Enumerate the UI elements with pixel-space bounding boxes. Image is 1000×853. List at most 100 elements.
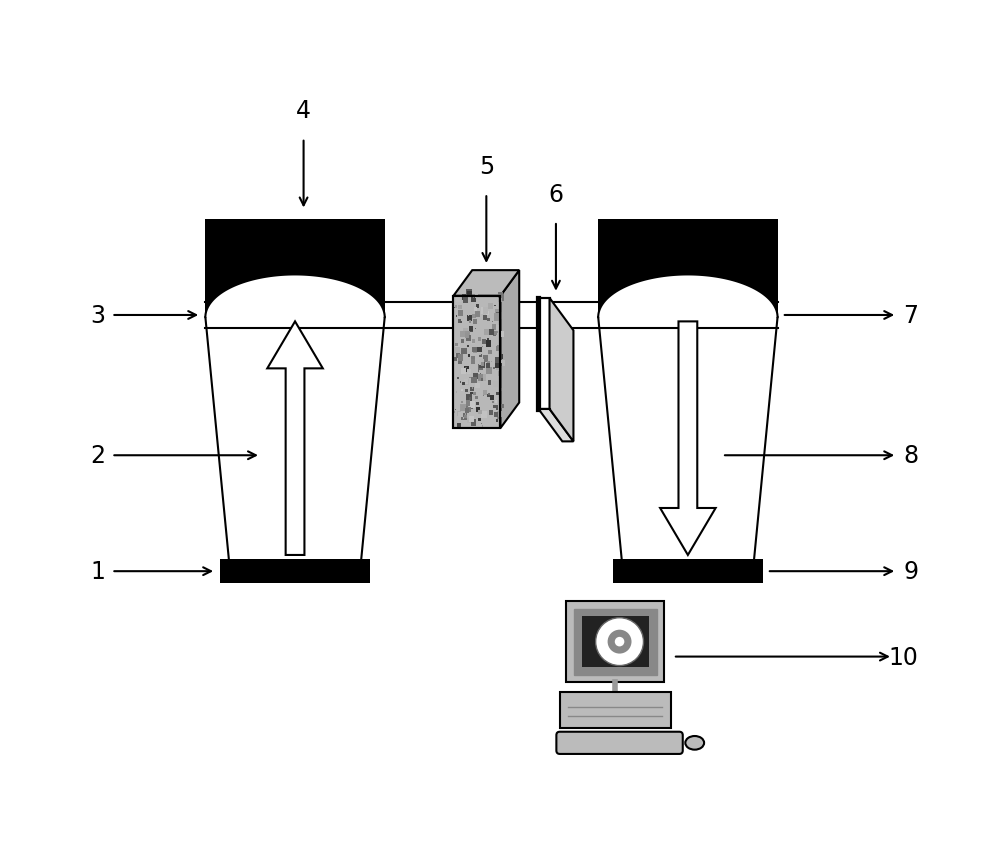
Bar [470,387,474,392]
Circle shape [615,637,624,647]
Bar [560,693,671,728]
Bar [457,412,461,416]
Bar [462,294,467,300]
Bar [493,333,496,337]
Bar [469,404,473,409]
Text: 8: 8 [903,444,918,467]
Bar [488,330,491,334]
Bar [480,374,486,381]
Bar [495,363,499,368]
Bar [460,404,466,411]
Bar [582,617,649,667]
Bar [473,349,477,353]
Bar [496,345,501,351]
Bar [461,405,465,410]
Polygon shape [453,271,519,297]
Bar [461,339,464,343]
Bar [465,390,468,393]
Bar [478,365,483,371]
Bar [497,417,499,420]
Bar [474,308,477,311]
Bar [493,405,498,410]
Bar [479,354,481,356]
Bar [460,332,465,338]
Bar [467,292,472,297]
Bar [472,387,473,389]
Bar [469,321,471,323]
Bar [483,356,488,363]
Bar [465,368,467,369]
Circle shape [596,618,643,665]
Bar [493,382,498,388]
Bar [469,401,475,408]
Bar [487,339,489,341]
Bar [492,402,494,404]
Bar [483,308,488,315]
Bar [475,383,480,389]
Bar [499,388,502,391]
Bar [489,370,491,373]
Bar [488,393,490,396]
Bar [483,396,484,397]
Bar [457,377,459,380]
Bar [458,319,461,324]
Bar [499,376,501,379]
Bar [492,325,496,330]
Bar [496,313,502,320]
Bar [456,316,457,317]
Bar [458,412,463,417]
Bar [499,316,501,318]
Bar [486,312,489,315]
Bar [489,329,494,335]
Bar [458,310,463,316]
Bar [478,419,481,421]
Bar [495,310,501,316]
Bar [496,368,499,370]
Bar [466,290,472,297]
Bar [475,396,478,400]
Text: 2: 2 [90,444,105,467]
Bar [454,357,457,361]
Bar [458,360,462,365]
Bar [486,340,491,347]
Bar [488,381,491,386]
Bar [467,345,469,348]
Bar [205,219,385,317]
Bar [484,330,489,336]
Bar [488,351,492,355]
Bar [497,332,498,334]
Bar [538,299,550,409]
Bar [461,390,463,392]
Text: 6: 6 [548,183,563,206]
Bar [480,374,481,375]
Bar [495,401,497,403]
Bar [473,297,474,299]
Bar [473,374,478,380]
Bar [478,410,482,415]
Bar [466,394,468,397]
Bar [461,407,462,408]
Bar [478,338,481,342]
Bar [472,339,475,344]
Bar [487,318,490,322]
Bar [496,345,497,346]
FancyBboxPatch shape [556,732,683,754]
Bar [471,298,476,303]
Bar [466,401,470,406]
Bar [464,380,468,383]
Bar [469,377,471,379]
Bar [499,355,503,359]
Bar [494,332,497,335]
Bar [482,340,486,345]
Polygon shape [598,276,778,317]
Bar [471,357,475,362]
Bar [481,423,482,425]
Bar [498,299,502,303]
Bar [464,415,467,419]
Bar [500,361,505,367]
Bar [471,360,475,364]
Bar [471,378,477,384]
Bar [457,380,458,381]
Bar [493,368,495,369]
Bar [500,404,504,409]
